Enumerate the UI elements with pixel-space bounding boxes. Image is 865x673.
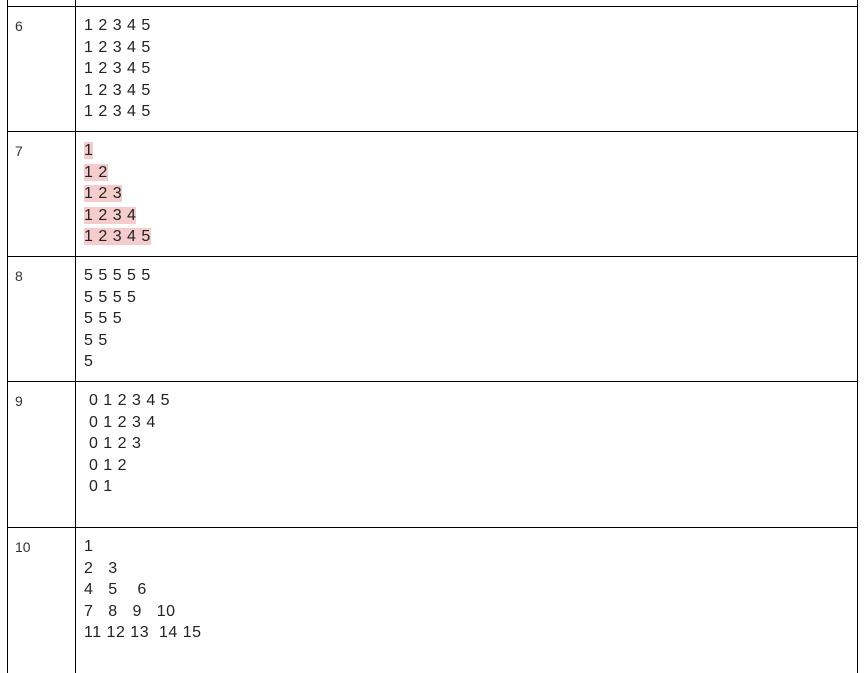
highlighted-pattern-line: 1 2 3 4 5 xyxy=(84,228,151,246)
column-divider xyxy=(75,0,76,673)
pattern-line: 5 5 5 5 xyxy=(84,288,137,306)
row-number-7: 7 xyxy=(15,143,23,159)
row-number-8: 8 xyxy=(15,268,23,284)
pattern-line: 5 xyxy=(84,353,94,371)
pattern-line: 0 1 2 3 4 5 xyxy=(84,392,171,409)
row-number-6: 6 xyxy=(15,18,23,34)
pattern-line: 7 8 9 10 xyxy=(84,602,176,620)
pattern-cell-10: 1 2 3 4 5 6 7 8 9 10 11 12 13 14 15 xyxy=(84,536,202,644)
pattern-table xyxy=(7,0,858,673)
pattern-line: 0 1 2 3 4 xyxy=(84,413,156,431)
pattern-line: 2 3 xyxy=(84,559,118,577)
pattern-line: 0 1 xyxy=(84,478,113,496)
pattern-line: 0 1 2 xyxy=(84,456,128,474)
pattern-line: 5 5 xyxy=(84,331,108,349)
pattern-line: 1 2 3 4 5 xyxy=(84,103,151,121)
pattern-cell-9: 0 1 2 3 4 5 0 1 2 3 4 0 1 2 3 0 1 2 0 1 xyxy=(84,390,170,498)
row-divider xyxy=(7,131,858,132)
row-divider xyxy=(7,6,858,7)
pattern-line: 1 xyxy=(84,538,94,555)
pattern-line: 1 2 3 4 5 xyxy=(84,17,151,34)
highlighted-pattern-line: 1 2 3 xyxy=(84,185,123,203)
row-number-9: 9 xyxy=(15,393,23,409)
pattern-line: 5 5 5 xyxy=(84,310,123,328)
pattern-line: 1 2 3 4 5 xyxy=(84,38,151,56)
pattern-line: 1 2 3 4 5 xyxy=(84,81,151,99)
row-number-10: 10 xyxy=(15,539,31,555)
pattern-line: 1 2 3 4 5 xyxy=(84,60,151,78)
highlighted-pattern-line: 1 2 3 4 xyxy=(84,206,137,224)
pattern-cell-6: 1 2 3 4 5 1 2 3 4 5 1 2 3 4 5 1 2 3 4 5 … xyxy=(84,15,151,123)
pattern-cell-8: 5 5 5 5 5 5 5 5 5 5 5 5 5 5 5 xyxy=(84,265,151,373)
pattern-line: 4 5 6 xyxy=(84,581,147,599)
row-divider xyxy=(7,256,858,257)
row-divider xyxy=(7,527,858,528)
pattern-line: 11 12 13 14 15 xyxy=(84,624,202,642)
pattern-cell-7: 1 1 2 1 2 3 1 2 3 4 1 2 3 4 5 xyxy=(84,140,151,248)
pattern-line: 0 1 2 3 xyxy=(84,435,142,453)
pattern-line: 5 5 5 5 5 xyxy=(84,267,151,284)
highlighted-pattern-line: 1 2 xyxy=(84,163,108,181)
row-divider xyxy=(7,381,858,382)
highlighted-pattern-line: 1 xyxy=(84,142,94,159)
